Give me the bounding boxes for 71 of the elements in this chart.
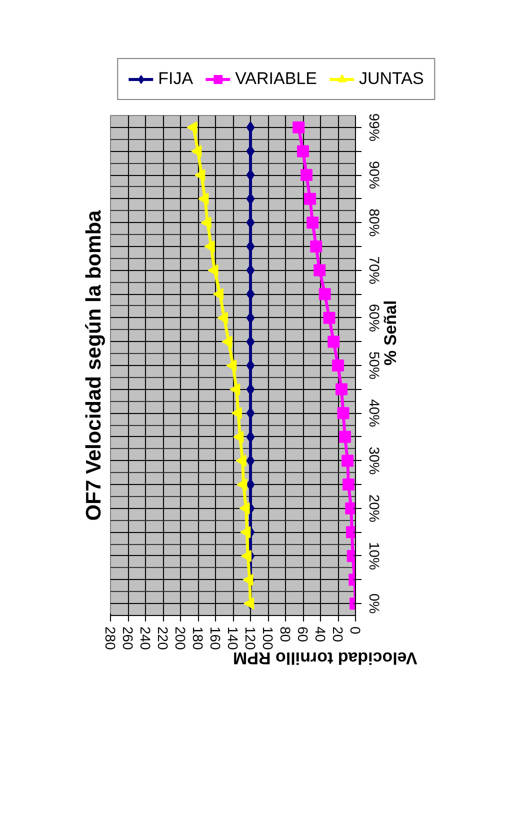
- y-tick-label: 50%: [366, 351, 382, 380]
- x-tick-label: 80: [278, 626, 294, 642]
- y-axis-title: % Señal: [381, 300, 400, 366]
- legend-label: FIJA: [158, 69, 194, 89]
- text: OF7 Velocidad según la bomba: [82, 210, 106, 521]
- y-tick-label: 80%: [366, 208, 382, 237]
- x-axis-title: Velocidad tornillo RPM: [233, 648, 418, 668]
- y-tick-label: 60%: [366, 304, 382, 332]
- point: [292, 121, 305, 134]
- x-tick-label: 280: [102, 626, 118, 650]
- y-tick-label: 40%: [366, 399, 382, 428]
- point: [337, 407, 350, 420]
- point: [191, 145, 202, 158]
- x-tick-label: 140: [225, 626, 241, 650]
- point: [306, 216, 319, 229]
- x-tick-label: 160: [208, 626, 224, 650]
- x-tick-label: 60: [295, 626, 311, 642]
- point: [242, 574, 254, 586]
- y-tick-label: 70%: [366, 256, 382, 284]
- point: [200, 216, 212, 229]
- y-tick-label: 0%: [366, 593, 382, 614]
- x-tick-label: 20: [330, 626, 346, 642]
- point: [230, 383, 240, 396]
- point: [300, 169, 312, 182]
- x-tick-label: 220: [155, 626, 171, 650]
- point: [310, 240, 322, 252]
- legend-label: JUNTAS: [358, 69, 424, 89]
- x-tick-label: 100: [260, 626, 276, 650]
- x-tick-label: 0: [348, 626, 364, 634]
- point: [342, 454, 354, 467]
- y-tick-label: 30%: [366, 446, 382, 475]
- point: [204, 240, 215, 252]
- point: [297, 145, 309, 158]
- x-tick-label: 40: [312, 626, 328, 642]
- x-tick-label: 200: [172, 626, 188, 650]
- point: [236, 478, 248, 491]
- x-tick-label: 260: [120, 626, 136, 650]
- point: [244, 598, 254, 610]
- point: [336, 383, 348, 396]
- point: [226, 360, 237, 372]
- point: [304, 192, 316, 205]
- point: [342, 478, 354, 491]
- point: [239, 502, 250, 514]
- point: [198, 192, 209, 205]
- point: [217, 312, 228, 324]
- point: [236, 454, 246, 467]
- y-tick-label: 90%: [366, 161, 382, 190]
- point: [318, 288, 331, 300]
- point: [233, 430, 244, 443]
- y-tick-label: 10%: [366, 542, 382, 570]
- x-tick-label: 240: [138, 626, 154, 650]
- point: [346, 526, 356, 538]
- point: [231, 407, 242, 420]
- point: [323, 312, 336, 324]
- point: [213, 288, 224, 300]
- point: [186, 121, 198, 134]
- point: [339, 430, 351, 443]
- point: [332, 360, 344, 372]
- legend-label: VARIABLE: [235, 69, 317, 89]
- point: [328, 336, 340, 348]
- point: [194, 169, 206, 182]
- x-tick-label: 180: [190, 626, 206, 650]
- y-tick-label: 99%: [366, 113, 382, 142]
- point: [241, 550, 252, 562]
- point: [222, 336, 232, 348]
- y-tick-label: 20%: [366, 494, 382, 522]
- x-tick-label: 120: [242, 626, 258, 650]
- point: [208, 264, 218, 276]
- point: [314, 264, 326, 276]
- point: [240, 526, 251, 538]
- point: [345, 502, 356, 514]
